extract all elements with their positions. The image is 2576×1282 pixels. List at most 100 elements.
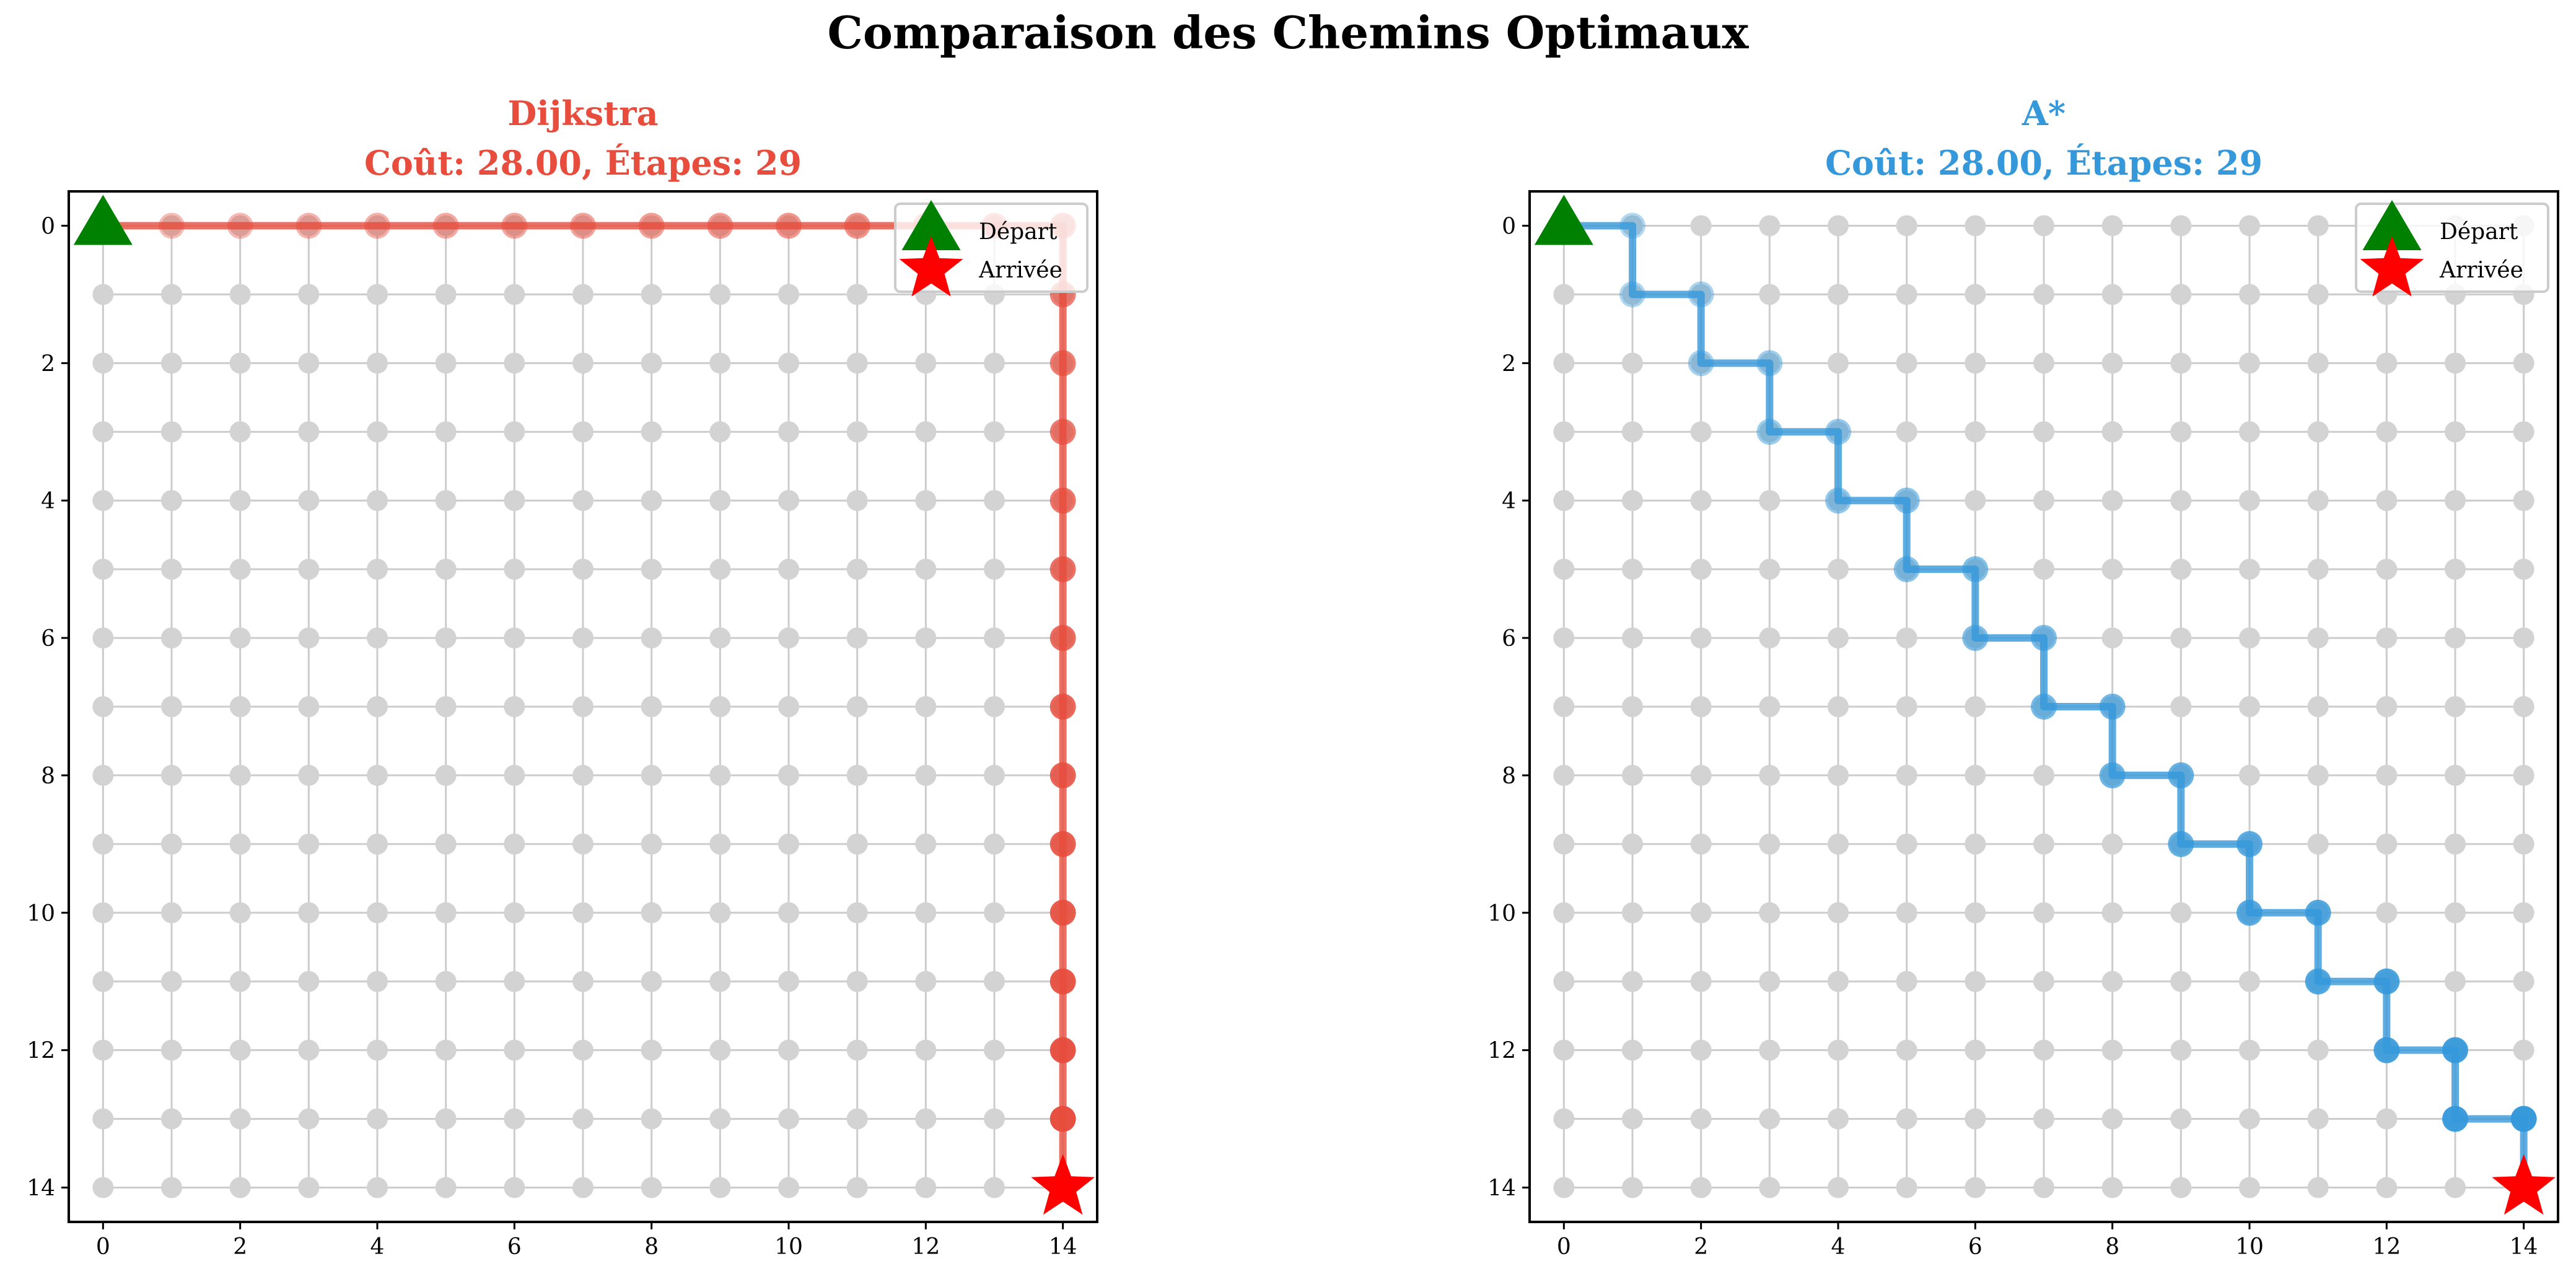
grid-node — [2033, 559, 2054, 580]
grid-node — [1622, 421, 1643, 443]
grid-node — [572, 764, 594, 786]
grid-node — [641, 902, 662, 923]
grid-node — [984, 764, 1005, 786]
grid-node — [641, 284, 662, 305]
grid-node — [915, 970, 937, 992]
grid-node — [2376, 559, 2398, 580]
grid-node — [2033, 215, 2054, 237]
grid-node — [1896, 696, 1917, 717]
grid-node — [2513, 490, 2534, 512]
grid-node — [435, 1108, 457, 1130]
grid-node — [846, 421, 868, 443]
grid-node — [2033, 352, 2054, 374]
grid-node — [641, 970, 662, 992]
grid-node — [2307, 1177, 2329, 1198]
path-node — [2510, 1105, 2537, 1132]
grid-node — [1828, 833, 1849, 855]
path-node — [1049, 762, 1076, 788]
grid-node — [2307, 627, 2329, 649]
x-tick-label: 14 — [2510, 1234, 2538, 1260]
grid-node — [572, 1039, 594, 1061]
astar-panel: A* Coût: 28.00, Étapes: 29 0 2 4 6 8 10 12 14 0 2… — [1487, 94, 2559, 1260]
grid-node — [641, 1108, 662, 1130]
grid-node — [1622, 696, 1643, 717]
grid-node — [504, 833, 525, 855]
grid-node — [709, 970, 731, 992]
grid-node — [709, 284, 731, 305]
grid-node — [92, 352, 114, 374]
grid-node — [1759, 215, 1781, 237]
grid-node — [572, 352, 594, 374]
grid-node — [504, 421, 525, 443]
path-node — [1049, 899, 1076, 926]
path-node — [1688, 281, 1714, 308]
grid-node — [435, 970, 457, 992]
grid-node — [161, 970, 182, 992]
grid-node — [298, 696, 320, 717]
grid-node — [2307, 1039, 2329, 1061]
grid-node — [1965, 1177, 1986, 1198]
grid-node — [161, 284, 182, 305]
grid-node — [984, 627, 1005, 649]
path-node — [1893, 487, 1920, 514]
grid-node — [846, 970, 868, 992]
grid-node — [1622, 902, 1643, 923]
grid-node — [1965, 833, 1986, 855]
grid-node — [2445, 970, 2466, 992]
grid-node — [2101, 902, 2123, 923]
y-tick-label: 4 — [1502, 489, 1516, 514]
grid-node — [984, 902, 1005, 923]
goal-marker — [1031, 1154, 1095, 1215]
grid-node — [1553, 284, 1575, 305]
path-node — [364, 212, 390, 239]
path-node — [2373, 1037, 2400, 1063]
grid-node — [915, 627, 937, 649]
grid-node — [1690, 833, 1712, 855]
grid-node — [709, 902, 731, 923]
grid-node — [915, 352, 937, 374]
grid-node — [572, 559, 594, 580]
grid-node — [298, 764, 320, 786]
grid-node — [1828, 1108, 1849, 1130]
grid-node — [1690, 902, 1712, 923]
grid-node — [435, 833, 457, 855]
grid-node — [778, 352, 799, 374]
grid-node — [778, 627, 799, 649]
grid-node — [1828, 215, 1849, 237]
legend-star-icon — [899, 236, 963, 297]
grid-node — [1690, 490, 1712, 512]
grid-node — [161, 627, 182, 649]
grid-node — [298, 352, 320, 374]
grid-node — [778, 833, 799, 855]
grid-node — [1690, 559, 1712, 580]
grid-node — [2101, 1177, 2123, 1198]
grid-node — [2445, 421, 2466, 443]
grid-node — [709, 627, 731, 649]
grid-node — [709, 490, 731, 512]
path-node — [570, 212, 596, 239]
grid-node — [1553, 421, 1575, 443]
grid-node — [1622, 1177, 1643, 1198]
start-marker — [73, 194, 133, 245]
path-node — [1825, 419, 1851, 445]
grid-node — [435, 902, 457, 923]
grid-node — [1759, 696, 1781, 717]
grid-node — [2239, 1039, 2260, 1061]
grid-node — [1622, 490, 1643, 512]
grid-node — [2513, 1039, 2534, 1061]
grid-node — [2239, 215, 2260, 237]
grid-node — [2033, 421, 2054, 443]
grid-node — [435, 421, 457, 443]
grid-node — [1896, 970, 1917, 992]
axes-frame — [1528, 190, 2559, 1223]
grid-node — [2513, 559, 2534, 580]
path-node — [1619, 212, 1645, 239]
grid-node — [161, 490, 182, 512]
grid-node — [2376, 1177, 2398, 1198]
grid-node — [2101, 559, 2123, 580]
grid-node — [709, 833, 731, 855]
grid-node — [1965, 1108, 1986, 1130]
grid-node — [2033, 1177, 2054, 1198]
grid-node — [915, 1039, 937, 1061]
